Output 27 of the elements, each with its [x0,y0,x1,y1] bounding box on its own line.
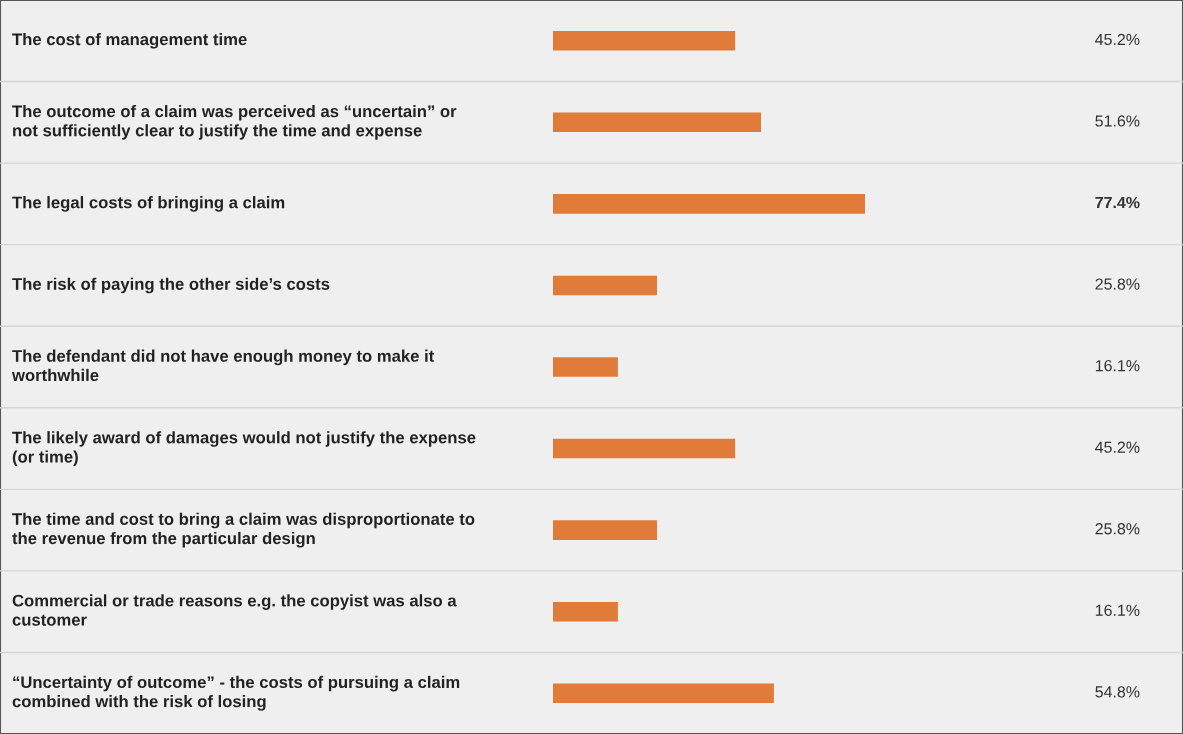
bar [553,275,657,296]
data-label: 45.2% [1095,441,1140,453]
y-tick-label: The outcome of a claim was perceived as “uncertain” or not sufficiently clear to justify the time and expense [12,104,457,140]
bar [553,30,736,51]
data-label: 16.1% [1095,359,1140,372]
bar [553,438,736,459]
y-tick-label: The defendant did not have enough money to make it worthwhile [11,349,435,382]
data-label: 25.8% [1095,278,1140,290]
y-tick-label: “Uncertainty of outcome” - the costs of pursuing a claim combined with the risk of losing [12,675,460,711]
y-tick-label: The cost of management time [12,32,247,49]
y-tick-label: The risk of paying the other side’s costs [12,277,330,294]
bar [553,112,761,133]
y-tick-label: Commercial or trade reasons e.g. the copyist was also a customer [12,594,457,626]
data-label: 25.8% [1095,523,1140,535]
data-label: 51.6% [1095,115,1140,127]
y-tick-label: The likely award of damages would not justify the expense (or time) [12,431,476,466]
data-label: 77.4% [1095,196,1140,209]
bar [553,683,774,704]
bar [553,601,618,622]
bar [553,520,657,540]
y-tick-label: The time and cost to bring a claim was disproportionate to the revenue from the particular design [12,512,475,548]
bar [553,194,865,214]
y-tick-label: The legal costs of bringing a claim [12,196,285,212]
data-label: 16.1% [1095,604,1140,616]
data-label: 45.2% [1095,33,1140,46]
data-label: 54.8% [1095,686,1140,698]
bar [553,357,618,377]
